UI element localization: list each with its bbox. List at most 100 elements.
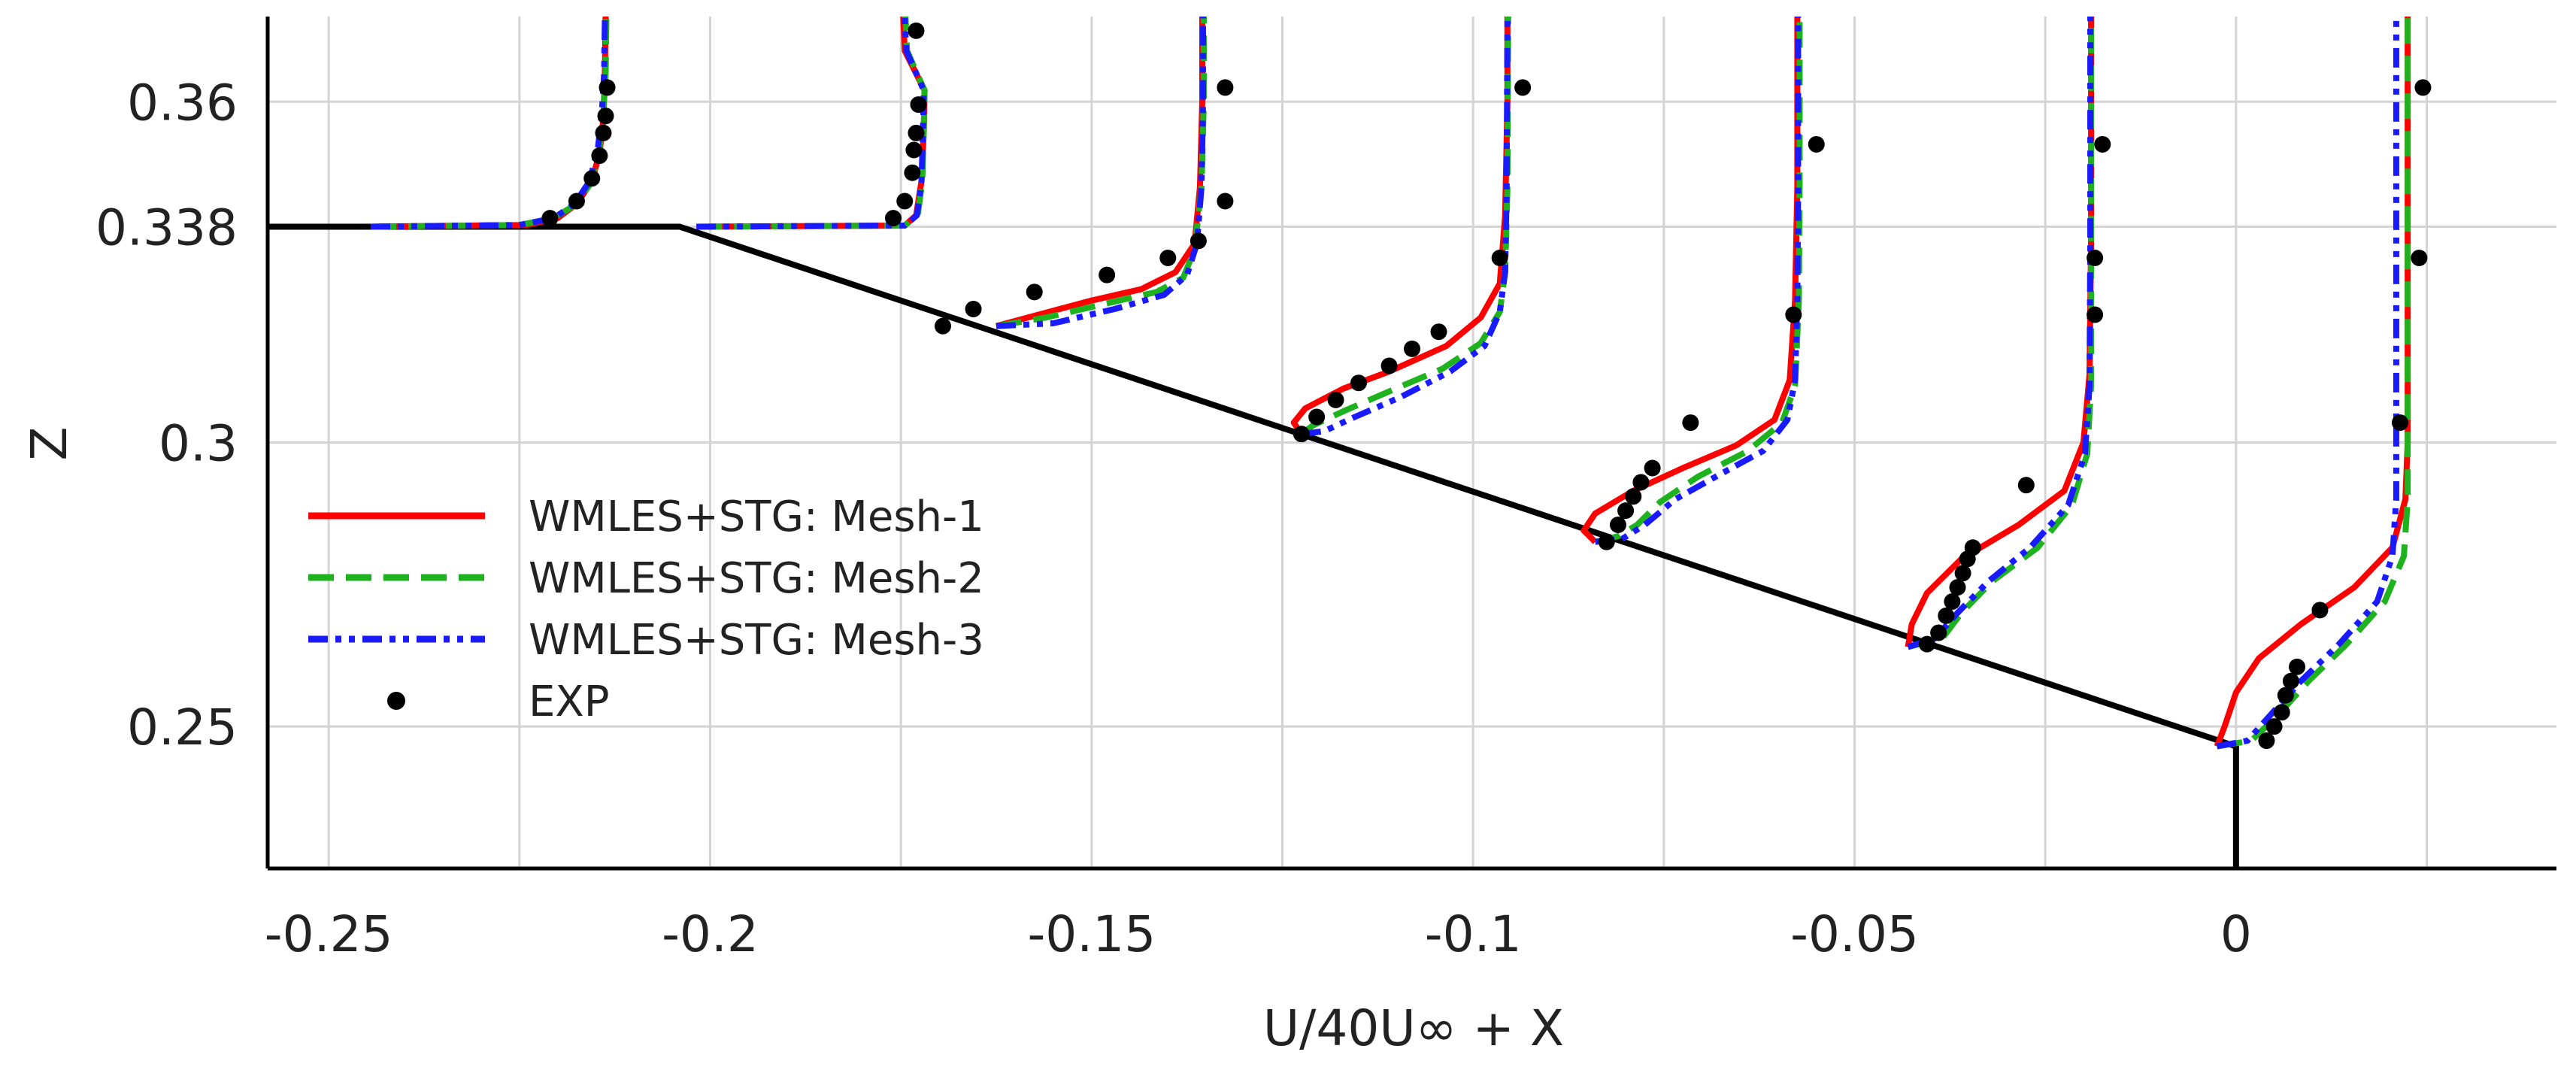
y-tick-label-1: 0.3 — [159, 415, 238, 473]
series-3-curve-5 — [1595, 17, 1802, 545]
exp-point-42 — [1930, 624, 1947, 641]
exp-point-59 — [2311, 602, 2329, 619]
exp-point-25 — [1327, 391, 1344, 408]
exp-point-38 — [1682, 414, 1699, 432]
x-tick-label-0: -0.25 — [265, 905, 393, 963]
exp-point-40 — [1808, 135, 1825, 153]
x-tick-label-4: -0.05 — [1790, 905, 1919, 963]
x-tick-label-1: -0.2 — [662, 905, 759, 963]
exp-point-15 — [934, 317, 951, 335]
exp-point-8 — [885, 210, 902, 227]
exp-point-50 — [2087, 306, 2104, 323]
series-1-curve-1 — [370, 16, 609, 230]
y-axis-label: Z — [20, 426, 78, 460]
tick-labels: -0.25 -0.2 -0.15 -0.1 -0.05 0 0.25 0.3 0.338 0.36 — [95, 74, 2252, 963]
exp-point-56 — [2277, 687, 2294, 704]
exp-point-2 — [568, 192, 585, 210]
exp-markers — [541, 22, 2432, 750]
series-2-curve-2 — [696, 16, 928, 230]
exp-point-43 — [1938, 607, 1955, 624]
legend-label-2: WMLES+STG: Mesh-2 — [529, 554, 984, 603]
exp-point-13 — [910, 96, 927, 114]
y-tick-label-0: 0.25 — [127, 699, 238, 756]
exp-point-23 — [1293, 426, 1310, 443]
series-1-curve-6 — [1905, 17, 2095, 648]
series-1-curve-3 — [995, 17, 1205, 329]
legend-label-1: WMLES+STG: Mesh-1 — [529, 493, 984, 541]
exp-point-5 — [595, 124, 612, 141]
series-3-curve-4 — [1301, 16, 1511, 438]
exp-point-60 — [2391, 414, 2408, 432]
exp-point-58 — [2289, 658, 2306, 675]
exp-point-24 — [1308, 408, 1326, 426]
series-2-curve-6 — [1907, 17, 2095, 650]
legend-marker-4 — [387, 692, 405, 710]
exp-point-49 — [2017, 477, 2035, 494]
exp-point-31 — [1514, 79, 1532, 96]
exp-point-39 — [1785, 306, 1802, 323]
exp-point-55 — [2273, 704, 2290, 721]
exp-point-3 — [583, 170, 601, 187]
series-2-curve-3 — [996, 17, 1207, 329]
series-1-curve-2 — [696, 16, 928, 230]
exp-point-53 — [2258, 732, 2275, 750]
legend: WMLES+STG: Mesh-1 WMLES+STG: Mesh-2 WMLES+… — [308, 493, 984, 726]
exp-point-1 — [541, 210, 559, 227]
legend-label-3: WMLES+STG: Mesh-3 — [529, 616, 984, 665]
exp-point-4 — [591, 147, 608, 165]
series-3-curve-6 — [1907, 17, 2094, 650]
exp-point-10 — [904, 164, 921, 181]
exp-point-34 — [1617, 502, 1635, 520]
x-tick-label-3: -0.1 — [1425, 905, 1522, 963]
exp-point-16 — [965, 300, 982, 317]
exp-point-52 — [2094, 135, 2111, 153]
exp-point-30 — [1491, 250, 1508, 267]
exp-point-48 — [1964, 539, 1981, 556]
y-tick-label-3: 0.36 — [127, 74, 238, 132]
series-2-curve-4 — [1299, 16, 1511, 437]
wall-line — [268, 223, 2239, 868]
exp-point-12 — [908, 124, 925, 141]
x-axis-label: U/40U∞ + X — [1263, 999, 1564, 1057]
y-tick-label-2: 0.338 — [95, 199, 238, 256]
exp-point-37 — [1644, 459, 1661, 477]
exp-point-6 — [597, 108, 614, 125]
exp-point-36 — [1632, 474, 1650, 491]
series-1-curve-5 — [1580, 17, 1801, 544]
exp-point-62 — [2414, 79, 2432, 96]
exp-point-51 — [2087, 250, 2104, 267]
exp-point-44 — [1944, 593, 1961, 610]
series-2-curve-7 — [2216, 17, 2411, 750]
exp-point-29 — [1430, 323, 1447, 341]
exp-point-11 — [905, 141, 923, 159]
exp-point-7 — [599, 79, 616, 96]
series-1-curve-4 — [1290, 17, 1511, 436]
exp-point-27 — [1380, 357, 1398, 374]
exp-point-9 — [896, 192, 914, 210]
series-1-curve-7 — [2214, 17, 2411, 748]
exp-point-35 — [1625, 488, 1642, 505]
series-3-curve-7 — [2216, 17, 2399, 750]
series-3-curve-3 — [996, 17, 1206, 329]
exp-point-41 — [1918, 635, 1935, 653]
series-3-curve-1 — [370, 16, 608, 230]
wall-geometry — [268, 223, 2239, 868]
axes — [265, 17, 2556, 871]
exp-point-26 — [1350, 374, 1367, 392]
exp-point-28 — [1404, 340, 1420, 357]
exp-point-18 — [1099, 266, 1116, 283]
exp-point-21 — [1217, 192, 1234, 210]
exp-point-61 — [2411, 250, 2428, 267]
exp-point-54 — [2265, 718, 2283, 735]
exp-point-57 — [2282, 672, 2299, 690]
exp-point-19 — [1159, 250, 1177, 267]
x-tick-label-5: 0 — [2220, 905, 2252, 963]
x-tick-label-2: -0.15 — [1027, 905, 1156, 963]
series-3-curve-2 — [696, 16, 927, 230]
legend-label-4: EXP — [529, 677, 610, 726]
exp-point-14 — [908, 22, 925, 39]
exp-point-20 — [1190, 232, 1207, 250]
exp-point-45 — [1949, 579, 1966, 596]
exp-point-22 — [1217, 79, 1234, 96]
